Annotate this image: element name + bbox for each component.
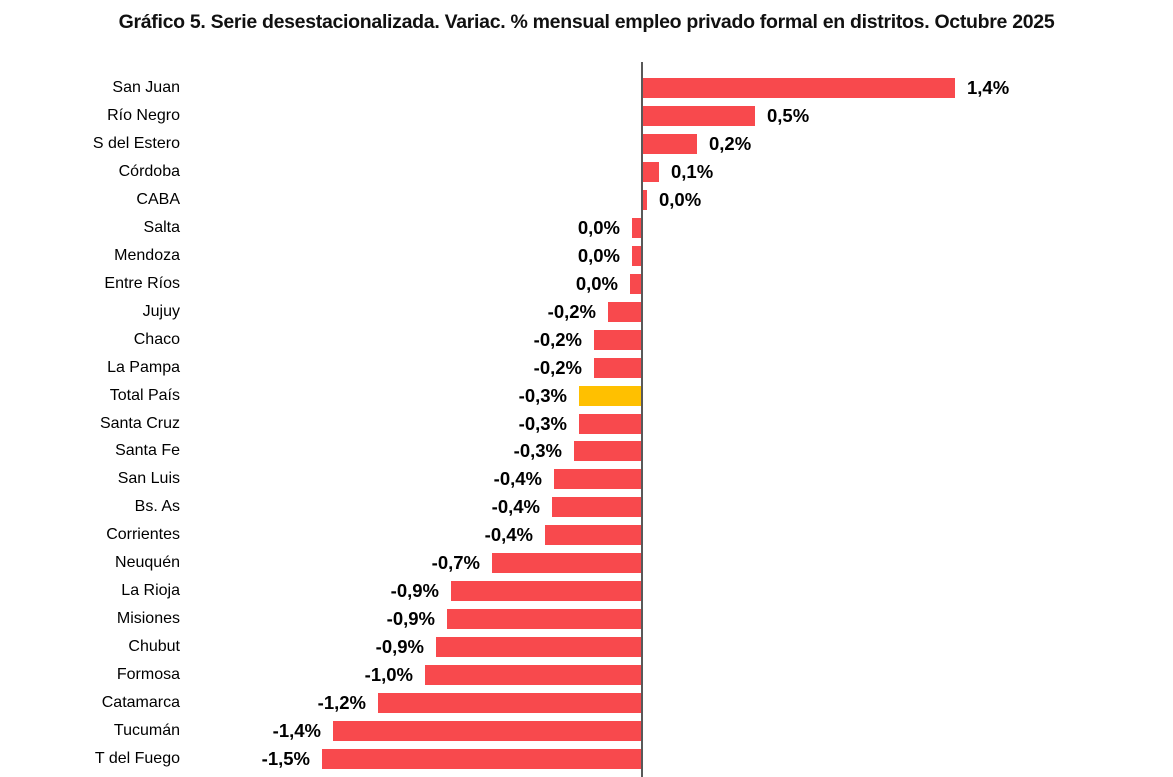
bar — [643, 190, 647, 210]
value-label: -0,3% — [518, 385, 567, 406]
row-label: Santa Cruz — [99, 415, 180, 432]
bar — [632, 246, 641, 266]
value-label: 1,4% — [967, 77, 1010, 98]
bar-highlight — [579, 386, 641, 406]
value-label: -0,7% — [431, 552, 480, 573]
bar — [643, 134, 697, 154]
value-label: -0,4% — [484, 524, 533, 545]
row-label: Bs. As — [134, 498, 180, 515]
row-label: S del Estero — [92, 135, 180, 152]
bar — [333, 721, 641, 741]
bar — [436, 637, 641, 657]
bar — [643, 78, 955, 98]
value-label: 0,0% — [577, 217, 620, 238]
chart-title: Gráfico 5. Serie desestacionalizada. Var… — [118, 11, 1055, 33]
value-label: 0,1% — [671, 161, 714, 182]
value-label: -1,0% — [364, 664, 413, 685]
value-label: 0,0% — [577, 245, 620, 266]
row-label: La Rioja — [121, 582, 180, 599]
value-label: -0,9% — [386, 608, 435, 629]
value-label: -0,3% — [513, 440, 562, 461]
bar — [594, 330, 641, 350]
row-label: Chubut — [128, 638, 180, 655]
row-label: Mendoza — [114, 247, 180, 264]
value-label: -1,2% — [317, 692, 366, 713]
zero-axis-line — [641, 62, 643, 777]
bar — [378, 693, 641, 713]
bar — [552, 497, 641, 517]
value-label: 0,5% — [767, 105, 810, 126]
row-label: Corrientes — [106, 526, 180, 543]
value-label: -1,5% — [261, 748, 310, 769]
row-label: Salta — [143, 219, 180, 236]
bar — [554, 469, 641, 489]
bar — [643, 106, 755, 126]
value-label: -0,9% — [375, 636, 424, 657]
row-label: CABA — [136, 191, 180, 208]
value-label: -0,2% — [533, 357, 582, 378]
row-label: Tucumán — [113, 722, 180, 739]
row-label: Total País — [109, 387, 180, 404]
row-label: Catamarca — [101, 694, 180, 711]
bar — [579, 414, 641, 434]
row-label: T del Fuego — [94, 750, 180, 767]
bar — [451, 581, 641, 601]
row-label: Misiones — [116, 610, 180, 627]
row-label: La Pampa — [107, 359, 180, 376]
bar — [447, 609, 641, 629]
row-label: Entre Ríos — [104, 275, 180, 292]
row-label: Córdoba — [118, 163, 180, 180]
value-label: -0,2% — [533, 329, 582, 350]
row-label: San Luis — [117, 470, 180, 487]
value-label: 0,2% — [709, 133, 752, 154]
bar — [322, 749, 641, 769]
row-label: Santa Fe — [115, 442, 180, 459]
row-label: Río Negro — [107, 107, 180, 124]
value-label: 0,0% — [659, 189, 702, 210]
value-label: -0,9% — [390, 580, 439, 601]
value-label: 0,0% — [575, 273, 618, 294]
row-label: Chaco — [133, 331, 180, 348]
bar — [545, 525, 641, 545]
bar — [425, 665, 641, 685]
row-label: Jujuy — [142, 303, 180, 320]
bar — [492, 553, 641, 573]
value-label: -0,4% — [491, 496, 540, 517]
value-label: -1,4% — [272, 720, 321, 741]
bar — [632, 218, 641, 238]
row-label: Formosa — [116, 666, 180, 683]
bar — [630, 274, 641, 294]
value-label: -0,3% — [518, 413, 567, 434]
row-label: San Juan — [112, 79, 180, 96]
bar — [643, 162, 659, 182]
bar — [608, 302, 641, 322]
value-label: -0,4% — [493, 468, 542, 489]
bar — [594, 358, 641, 378]
value-label: -0,2% — [547, 301, 596, 322]
row-label: Neuquén — [115, 554, 180, 571]
bar — [574, 441, 641, 461]
